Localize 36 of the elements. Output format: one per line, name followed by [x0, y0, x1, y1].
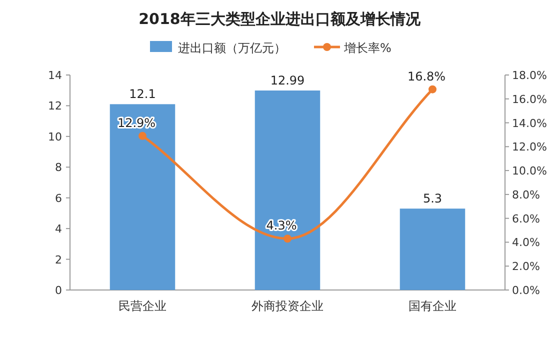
- data-label: 12.9%: [117, 116, 156, 130]
- y-tick-label: 8: [55, 161, 62, 174]
- data-label: 4.3%: [266, 218, 297, 233]
- y-tick-label: 14: [48, 69, 62, 82]
- y-tick-label: 10: [48, 130, 62, 144]
- data-label: 16.8%: [407, 69, 446, 84]
- point: [284, 234, 292, 243]
- x-tick-label: 外商投资企业: [252, 299, 324, 313]
- y2-tick-label: 16.0%: [512, 92, 547, 106]
- point: [138, 132, 146, 140]
- y-tick-label: 0: [55, 284, 62, 297]
- bar: [110, 104, 176, 290]
- y2-tick-label: 12.0%: [512, 140, 547, 154]
- y-tick-label: 2: [55, 253, 62, 266]
- y2-tick-label: 6.0%: [512, 212, 540, 226]
- point: [428, 85, 436, 94]
- chart-title: 2018年三大类型企业进出口额及增长情况: [138, 10, 422, 28]
- legend-label: 进出口额（万亿元）: [178, 41, 286, 55]
- y-tick-label: 4: [55, 222, 62, 236]
- y2-tick-label: 14.0%: [512, 116, 547, 130]
- legend-label: 增长率%: [343, 41, 392, 55]
- data-label: 5.3: [422, 192, 442, 206]
- x-tick-label: 民营企业: [118, 299, 166, 313]
- y2-tick-label: 4.0%: [512, 236, 540, 250]
- y-tick-label: 12: [48, 100, 62, 113]
- y2-tick-label: 8.0%: [512, 188, 540, 202]
- data-label: 12.1: [129, 87, 156, 102]
- y2-tick-label: 18.0%: [512, 69, 547, 82]
- y2-tick-label: 10.0%: [512, 164, 547, 178]
- bar: [400, 208, 466, 290]
- bar: [254, 90, 320, 290]
- y2-tick-label: 0.0%: [512, 284, 540, 297]
- data-label: 12.99: [270, 74, 305, 88]
- x-tick-label: 国有企业: [408, 299, 456, 313]
- y-tick-label: 6: [55, 192, 62, 205]
- y2-tick-label: 2.0%: [512, 260, 540, 274]
